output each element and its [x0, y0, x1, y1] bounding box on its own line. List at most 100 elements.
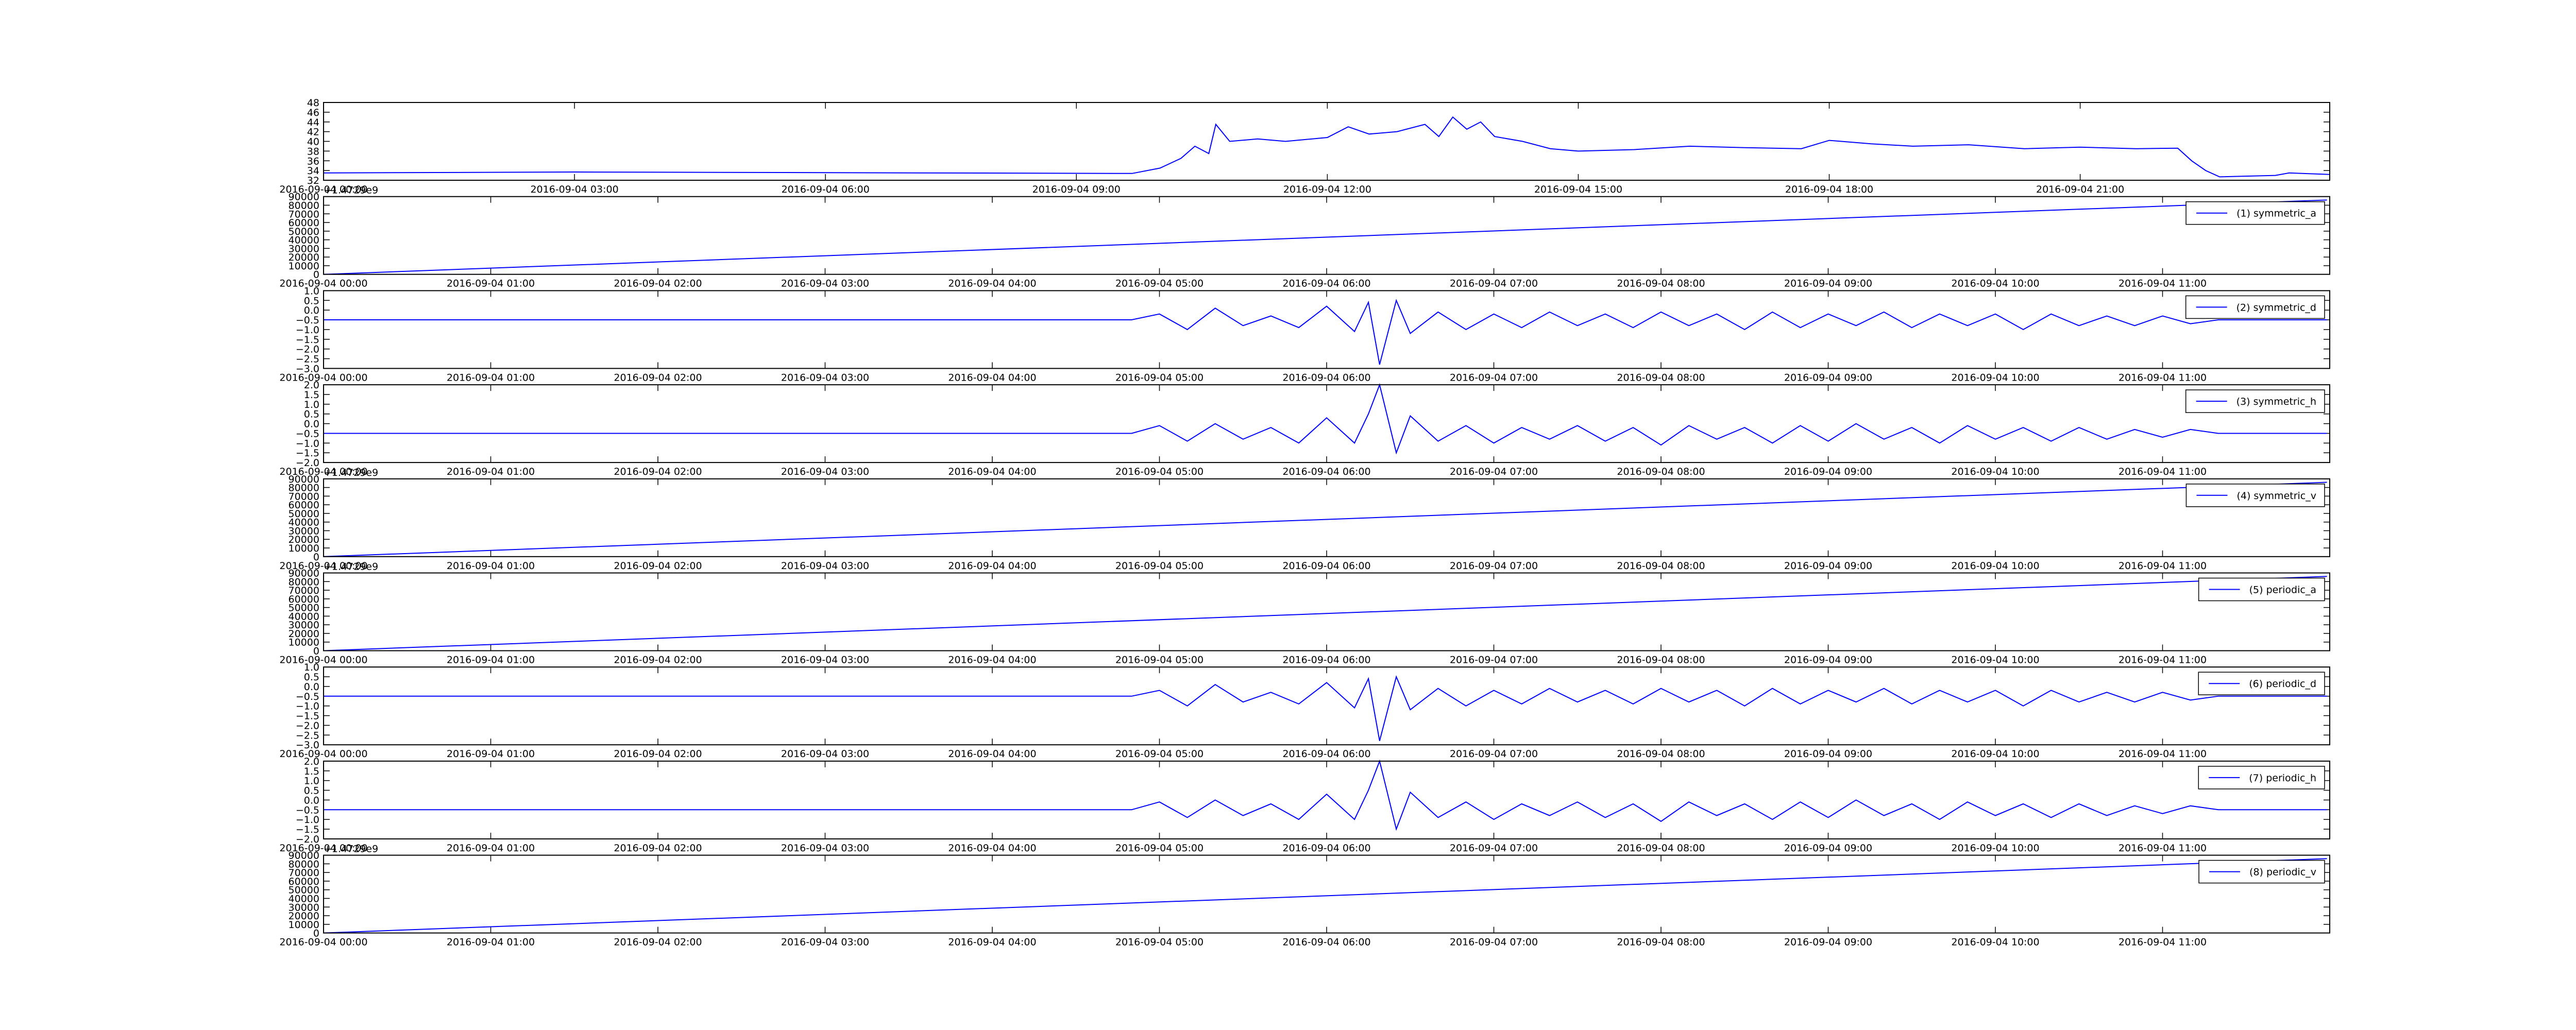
y-tick-label: 80000	[289, 859, 319, 870]
y-tick-label: −1.0	[296, 814, 319, 826]
x-tick-label: 2016-09-04 09:00	[1784, 466, 1872, 477]
x-tick-label: 2016-09-04 04:00	[948, 560, 1036, 572]
y-tick-label: 0.5	[304, 672, 319, 683]
y-tick-label: 70000	[289, 585, 319, 596]
x-tick-label: 2016-09-04 01:00	[447, 560, 535, 572]
legend-box	[2198, 766, 2325, 789]
y-tick-label: 90000	[289, 192, 319, 203]
plot-area	[324, 385, 2330, 463]
y-tick-label: −1.0	[296, 324, 319, 336]
x-tick-label: 2016-09-04 08:00	[1617, 278, 1705, 289]
x-tick-label: 2016-09-04 02:00	[614, 748, 702, 760]
x-tick-label: 2016-09-04 07:00	[1450, 843, 1538, 854]
x-tick-label: 2016-09-04 01:00	[447, 843, 535, 854]
x-tick-label: 2016-09-04 11:00	[2119, 466, 2207, 477]
x-tick-label: 2016-09-04 00:00	[279, 184, 367, 195]
x-tick-label: 2016-09-04 02:00	[614, 466, 702, 477]
y-tick-label: −0.5	[296, 428, 319, 439]
x-tick-label: 2016-09-04 21:00	[2036, 184, 2124, 195]
x-tick-label: 2016-09-04 00:00	[279, 748, 367, 760]
y-tick-label: 38	[307, 146, 319, 157]
x-tick-label: 2016-09-04 06:00	[1282, 748, 1370, 760]
y-tick-label: 46	[307, 107, 319, 118]
x-tick-label: 2016-09-04 11:00	[2119, 278, 2207, 289]
x-tick-label: 2016-09-04 10:00	[1951, 748, 2039, 760]
y-tick-label: 40	[307, 136, 319, 148]
y-tick-label: 0	[313, 269, 319, 281]
data-line	[324, 299, 2327, 365]
legend-label: (1) symmetric_a	[2236, 208, 2316, 219]
y-tick-label: −2.0	[296, 834, 319, 845]
x-tick-label: 2016-09-04 08:00	[1617, 843, 1705, 854]
x-tick-label: 2016-09-04 07:00	[1450, 466, 1538, 477]
y-tick-label: 0	[313, 646, 319, 657]
x-tick-label: 2016-09-04 18:00	[1785, 184, 1873, 195]
data-line	[323, 576, 2327, 651]
x-tick-label: 2016-09-04 05:00	[1115, 843, 1204, 854]
y-tick-label: 40000	[289, 517, 319, 528]
axes-frame	[323, 102, 2330, 181]
x-tick-label: 2016-09-04 11:00	[2119, 655, 2207, 666]
y-tick-label: 50000	[289, 508, 319, 520]
axes-frame	[323, 666, 2330, 746]
data-line	[323, 116, 2330, 178]
y-tick-label: 30000	[289, 525, 319, 537]
y-tick-label: 42	[307, 127, 319, 138]
y-tick-label: −1.5	[296, 711, 319, 722]
offset-label: +1.4729e9	[324, 561, 378, 573]
x-tick-label: 2016-09-04 07:00	[1450, 372, 1538, 383]
y-tick-label: 0	[313, 928, 319, 939]
y-tick-label: 30000	[289, 902, 319, 913]
legend-label: (8) periodic_v	[2249, 867, 2316, 878]
axes-frame	[323, 384, 2330, 464]
x-tick-label: 2016-09-04 04:00	[948, 278, 1036, 289]
x-tick-label: 2016-09-04 07:00	[1450, 748, 1538, 760]
x-tick-label: 2016-09-04 01:00	[447, 655, 535, 666]
x-tick-label: 2016-09-04 11:00	[2119, 748, 2207, 760]
y-tick-label: 80000	[289, 483, 319, 494]
y-tick-label: 0.0	[304, 419, 319, 430]
x-tick-label: 2016-09-04 09:00	[1784, 843, 1872, 854]
x-tick-label: 2016-09-04 06:00	[1282, 655, 1370, 666]
x-tick-label: 2016-09-04 04:00	[948, 937, 1036, 948]
y-tick-label: 0.5	[304, 785, 319, 797]
x-tick-label: 2016-09-04 07:00	[1450, 278, 1538, 289]
y-tick-label: 60000	[289, 594, 319, 605]
y-tick-label: −2.0	[296, 344, 319, 355]
y-tick-label: 10000	[289, 543, 319, 554]
offset-label: +1.4729e9	[324, 844, 378, 855]
x-tick-label: 2016-09-04 04:00	[948, 748, 1036, 760]
y-tick-label: 2.0	[304, 380, 319, 391]
x-tick-label: 2016-09-04 15:00	[1534, 184, 1622, 195]
y-tick-label: 1.0	[304, 285, 319, 297]
legend-label: (4) symmetric_v	[2236, 490, 2316, 502]
y-tick-label: 90000	[289, 850, 319, 862]
x-tick-label: 2016-09-04 05:00	[1115, 748, 1204, 760]
x-tick-label: 2016-09-04 00:00	[279, 466, 367, 477]
x-tick-label: 2016-09-04 03:00	[781, 748, 869, 760]
y-tick-label: 50000	[289, 603, 319, 614]
plot-area	[324, 102, 2330, 180]
y-tick-label: −0.5	[296, 691, 319, 702]
y-tick-label: −1.5	[296, 334, 319, 346]
axes-frame	[323, 854, 2330, 934]
plot-area	[324, 196, 2330, 274]
y-tick-label: 0.0	[304, 305, 319, 316]
y-tick-label: 80000	[289, 576, 319, 588]
plot-area	[324, 855, 2330, 933]
plot-area	[324, 667, 2330, 745]
axes-frame	[323, 760, 2330, 839]
y-tick-label: −2.5	[296, 354, 319, 365]
y-tick-label: 34	[307, 165, 319, 177]
x-tick-label: 2016-09-04 03:00	[781, 466, 869, 477]
x-tick-label: 2016-09-04 01:00	[447, 466, 535, 477]
x-tick-label: 2016-09-04 07:00	[1450, 560, 1538, 572]
x-tick-label: 2016-09-04 03:00	[781, 278, 869, 289]
y-tick-label: −0.5	[296, 315, 319, 326]
y-tick-label: −1.5	[296, 448, 319, 459]
x-tick-label: 2016-09-04 10:00	[1951, 466, 2039, 477]
x-tick-label: 2016-09-04 09:00	[1032, 184, 1121, 195]
x-tick-label: 2016-09-04 02:00	[614, 278, 702, 289]
data-line	[323, 482, 2327, 557]
